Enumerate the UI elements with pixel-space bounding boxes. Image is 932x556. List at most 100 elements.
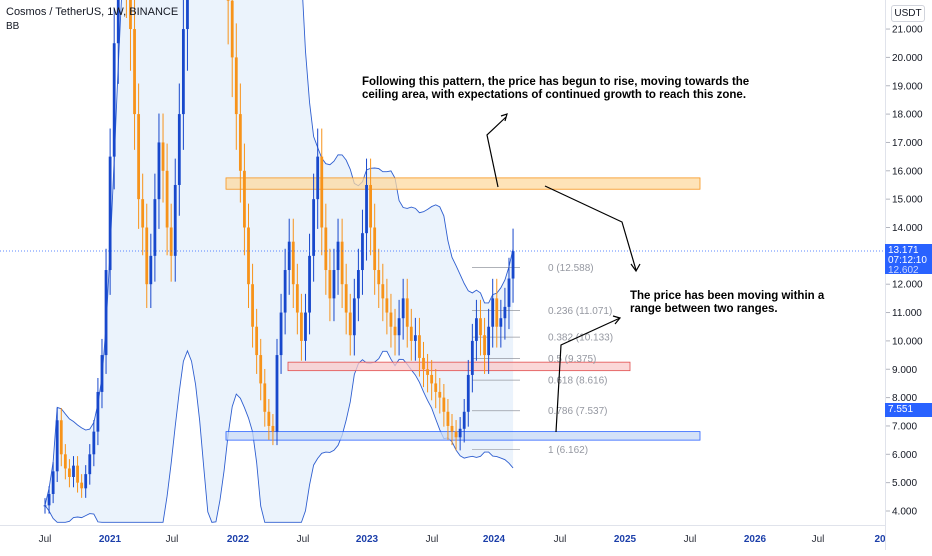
candle-body: [312, 199, 316, 256]
time-tick-label: 2021: [99, 534, 122, 545]
price-axis-ticks: 4.000 5.000 6.000 7.000 8.000 9.000 10.000 11.0…: [886, 25, 923, 518]
time-tick-label: Jul: [39, 534, 52, 545]
time-tick-label: 2024: [483, 534, 506, 545]
price-tick-label: 19.000: [892, 81, 923, 92]
candle-body: [483, 335, 486, 356]
time-tick-label: Jul: [554, 534, 567, 545]
candle-body: [181, 29, 185, 115]
candle-body: [385, 298, 389, 313]
candle-body: [59, 420, 63, 455]
price-tick-label: 7.000: [892, 421, 917, 432]
price-tick-label: 11.000: [892, 308, 922, 319]
time-tick-label: 2022: [227, 534, 250, 545]
candle-body: [153, 199, 157, 256]
candle-body: [238, 114, 242, 171]
candle-body: [479, 318, 482, 336]
candle-body: [108, 156, 112, 271]
candle-body: [84, 474, 88, 489]
candle-body: [157, 142, 161, 200]
candle-body: [369, 184, 372, 228]
currency-selector[interactable]: USDT: [891, 5, 925, 22]
arrow-range-head: [612, 315, 622, 325]
candle-body: [186, 0, 189, 30]
candle-body: [92, 431, 96, 455]
arrow-range-path: [555, 317, 621, 433]
candle-body: [470, 340, 474, 375]
price-tick-label: 21.000: [892, 25, 923, 36]
candle-body: [251, 284, 254, 327]
price-tick-label: 4.000: [892, 507, 917, 518]
arrow-down-head: [630, 263, 641, 273]
candle-body: [365, 184, 368, 234]
candle-body: [422, 357, 425, 370]
candle-body: [405, 298, 409, 327]
candle-body: [316, 156, 320, 200]
zone-ceiling: [225, 177, 701, 190]
candle-body: [141, 199, 145, 228]
candle-body: [373, 227, 377, 271]
candle-body: [51, 471, 55, 494]
candle-body: [356, 270, 360, 299]
candle-body: [348, 312, 352, 336]
price-axis[interactable]: 4.000 5.000 6.000 7.000 8.000 9.000 10.000 11.0…: [885, 0, 932, 550]
candle-body: [234, 57, 238, 115]
range-annotation-line1: The price has been moving within a: [630, 290, 825, 302]
time-tick-label: Jul: [812, 534, 825, 545]
candle-body: [507, 278, 511, 307]
candle-body: [279, 312, 283, 356]
candle-body: [55, 420, 59, 472]
price-tick-label: 12.000: [892, 280, 923, 291]
candle-body: [487, 326, 491, 356]
candle-body: [133, 29, 136, 115]
price-tick-label: 20.000: [892, 53, 923, 64]
candle-body: [263, 383, 267, 412]
candle-body: [450, 425, 454, 432]
candle-body: [458, 428, 462, 438]
candle-body: [401, 298, 405, 319]
price-tick-label: 9.000: [892, 365, 917, 376]
chart-plot-area[interactable]: 0 (12.588) 0.236 (11.071) 0.382 (10.133) 0.…: [0, 0, 885, 525]
candle-body: [259, 355, 263, 384]
time-tick-label: 2025: [614, 534, 637, 545]
fib-label: 0.618 (8.616): [548, 376, 608, 387]
time-tick-label: Jul: [297, 534, 310, 545]
arrow-up-path: [486, 116, 507, 188]
indicator-label[interactable]: BB: [6, 21, 20, 32]
candle-body: [446, 411, 450, 426]
candle-body: [324, 227, 328, 271]
range-annotation-line2: range between two ranges.: [630, 303, 778, 315]
candle-body: [511, 251, 515, 279]
candle-body: [76, 465, 79, 483]
time-tick-label: 20: [874, 534, 885, 545]
candle-body: [503, 306, 507, 319]
bb-upper-band: [44, 0, 514, 506]
price-tick-label: 15.000: [892, 195, 923, 206]
candle-body: [377, 270, 381, 285]
price-tick-label: 17.000: [892, 138, 923, 149]
price-chart[interactable]: 0 (12.588) 0.236 (11.071) 0.382 (10.133) 0.…: [0, 0, 885, 525]
candle-body: [304, 312, 307, 341]
candle-body: [149, 255, 153, 285]
fib-label: 1 (6.162): [548, 445, 588, 456]
price-tick-label: 8.000: [892, 393, 917, 404]
candle-body: [247, 227, 250, 285]
fib-label: 0.786 (7.537): [548, 406, 608, 417]
candle-body: [161, 142, 165, 171]
candle-body: [68, 468, 71, 477]
time-tick-label: Jul: [684, 534, 697, 545]
candle-body: [300, 312, 303, 341]
zone-middle: [287, 361, 631, 372]
bb-lower-band: [44, 349, 514, 523]
candle-body: [499, 318, 503, 327]
price-tick-label: 14.000: [892, 223, 923, 234]
arrow-down-path: [544, 185, 637, 271]
time-axis[interactable]: Jul 2021 Jul 2022 Jul 2023 Jul 2024 Jul 2025 Jul 20…: [0, 525, 886, 551]
current-price-tag: 13.171 07:12:10 12.602: [885, 244, 932, 276]
fib-label: 0.382 (10.133): [548, 333, 613, 344]
candle-body: [454, 431, 458, 438]
candle-body: [340, 241, 344, 285]
symbol-title[interactable]: Cosmos / TetherUS, 1W, BINANCE: [6, 6, 179, 18]
candle-body: [430, 374, 434, 384]
time-axis-ticks: Jul 2021 Jul 2022 Jul 2023 Jul 2024 Jul 2025 Jul 20…: [39, 534, 886, 545]
candle-body: [271, 425, 275, 432]
